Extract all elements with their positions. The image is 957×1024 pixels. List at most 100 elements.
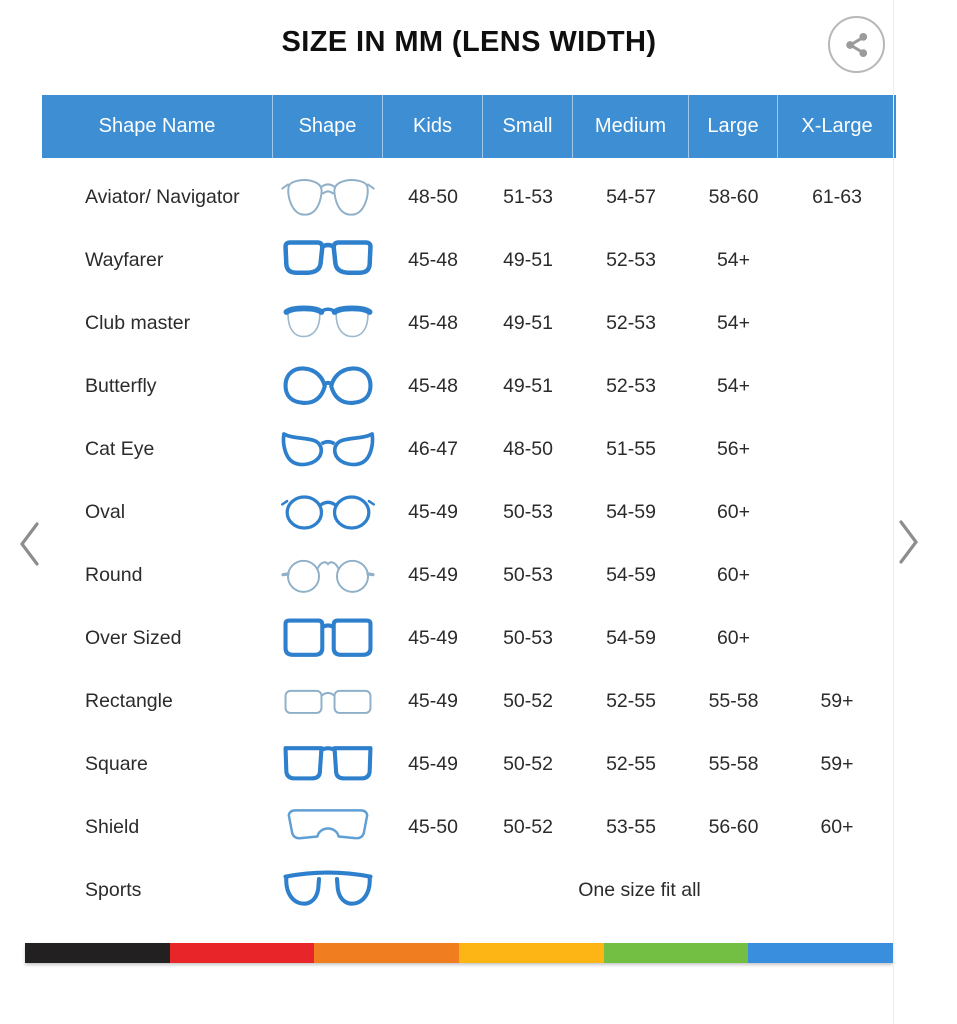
shape-name: Rectangle <box>85 690 173 712</box>
size-value: 54-57 <box>606 186 656 208</box>
size-value: 58-60 <box>708 186 759 208</box>
size-value: 45-48 <box>408 375 458 397</box>
table-header: Shape Name Shape Kids Small Medium Large X-Lar… <box>42 95 896 158</box>
column-header-small: Small <box>483 95 573 158</box>
aviator-glasses-icon <box>273 173 383 222</box>
size-value: 50-52 <box>503 816 553 838</box>
column-header-label: Shape <box>298 115 357 137</box>
column-header-label: Shape Name <box>98 115 216 137</box>
size-value: 53-55 <box>606 816 656 838</box>
size-value: 48-50 <box>408 186 458 208</box>
shape-name: Butterfly <box>85 375 157 397</box>
shape-name: Aviator/ Navigator <box>85 186 240 208</box>
stripe-segment <box>25 943 170 963</box>
round-glasses-icon <box>273 551 383 600</box>
cateye-glasses-icon <box>273 425 383 474</box>
one-size-note: One size fit all <box>578 879 701 901</box>
chevron-left-icon <box>15 520 43 568</box>
table-row: Round 45-49 50-53 54-59 60+ <box>42 544 896 607</box>
size-value: 51-55 <box>606 438 656 460</box>
size-value: 61-63 <box>812 186 862 208</box>
shape-name: Square <box>85 753 148 775</box>
stripe-segment <box>459 943 604 963</box>
clubmaster-glasses-icon <box>273 299 383 348</box>
size-value: 45-49 <box>408 690 458 712</box>
shield-glasses-icon <box>273 803 383 852</box>
size-value: 45-49 <box>408 753 458 775</box>
size-value: 45-48 <box>408 249 458 271</box>
size-value: 49-51 <box>503 249 553 271</box>
table-row: Aviator/ Navigator 48-50 51-53 54-57 58-60 61… <box>42 166 896 229</box>
size-value: 52-53 <box>606 249 656 271</box>
column-header-label: X-Large <box>801 115 873 137</box>
table-row: Over Sized 45-49 50-53 54-59 60+ <box>42 607 896 670</box>
size-value: 45-48 <box>408 312 458 334</box>
stripe-segment <box>748 943 894 963</box>
butterfly-glasses-icon <box>273 362 383 411</box>
size-value: 46-47 <box>408 438 458 460</box>
size-value: 54-59 <box>606 627 656 649</box>
brand-color-stripe <box>25 943 894 963</box>
table-row: Club master 45-48 49-51 52-53 54+ <box>42 292 896 355</box>
column-header-label: Medium <box>594 115 667 137</box>
size-value: 52-53 <box>606 312 656 334</box>
size-value: 45-49 <box>408 627 458 649</box>
column-header-medium: Medium <box>573 95 689 158</box>
size-value: 45-49 <box>408 564 458 586</box>
column-header-label: Kids <box>413 115 452 137</box>
size-value: 50-53 <box>503 627 553 649</box>
size-value: 49-51 <box>503 312 553 334</box>
column-header-label: Small <box>502 115 553 137</box>
carousel-prev-button[interactable] <box>15 520 43 568</box>
size-value: 50-52 <box>503 690 553 712</box>
table-row: Cat Eye 46-47 48-50 51-55 56+ <box>42 418 896 481</box>
chevron-right-icon <box>895 518 923 566</box>
share-button[interactable] <box>828 16 885 73</box>
sports-glasses-icon <box>273 866 383 915</box>
size-value: 52-55 <box>606 690 656 712</box>
size-value: 54+ <box>716 312 751 334</box>
size-value: 56+ <box>716 438 751 460</box>
shape-name: Club master <box>85 312 191 334</box>
rectangle-glasses-icon <box>273 677 383 726</box>
shape-name: Oval <box>85 501 126 523</box>
oversized-glasses-icon <box>273 614 383 663</box>
oval-glasses-icon <box>273 488 383 537</box>
size-value: 45-49 <box>408 501 458 523</box>
table-row: Square 45-49 50-52 52-55 55-58 59+ <box>42 733 896 796</box>
size-value: 50-52 <box>503 753 553 775</box>
size-value: 45-50 <box>408 816 458 838</box>
column-header-shape: Shape <box>273 95 383 158</box>
size-value: 59+ <box>820 690 854 712</box>
carousel-next-button[interactable] <box>895 518 923 566</box>
size-value: 52-53 <box>606 375 656 397</box>
table-row: Shield 45-50 50-52 53-55 56-60 60+ <box>42 796 896 859</box>
stripe-segment <box>169 943 315 963</box>
shape-name: Round <box>85 564 143 586</box>
size-value: 50-53 <box>503 564 553 586</box>
stripe-segment <box>603 943 749 963</box>
size-value: 60+ <box>716 627 751 649</box>
stripe-segment <box>314 943 460 963</box>
shape-name: Cat Eye <box>85 438 155 460</box>
page-title: SIZE IN MM (LENS WIDTH) <box>281 26 657 58</box>
slide-edge-divider <box>893 0 894 1024</box>
size-value: 55-58 <box>708 690 759 712</box>
share-icon <box>842 30 872 60</box>
shape-name: Sports <box>85 879 142 901</box>
shape-name: Shield <box>85 816 140 838</box>
size-value: 54+ <box>716 249 751 271</box>
table-row: Wayfarer 45-48 49-51 52-53 54+ <box>42 229 896 292</box>
table-body: Aviator/ Navigator 48-50 51-53 54-57 58-60 61… <box>42 166 896 922</box>
size-value: 60+ <box>716 501 751 523</box>
size-value: 50-53 <box>503 501 553 523</box>
table-row: Butterfly 45-48 49-51 52-53 54+ <box>42 355 896 418</box>
size-value: 56-60 <box>708 816 759 838</box>
shape-name: Wayfarer <box>85 249 164 271</box>
wayfarer-glasses-icon <box>273 236 383 285</box>
square-glasses-icon <box>273 740 383 789</box>
size-value: 54-59 <box>606 564 656 586</box>
size-value: 49-51 <box>503 375 553 397</box>
column-header-label: Large <box>707 115 759 137</box>
